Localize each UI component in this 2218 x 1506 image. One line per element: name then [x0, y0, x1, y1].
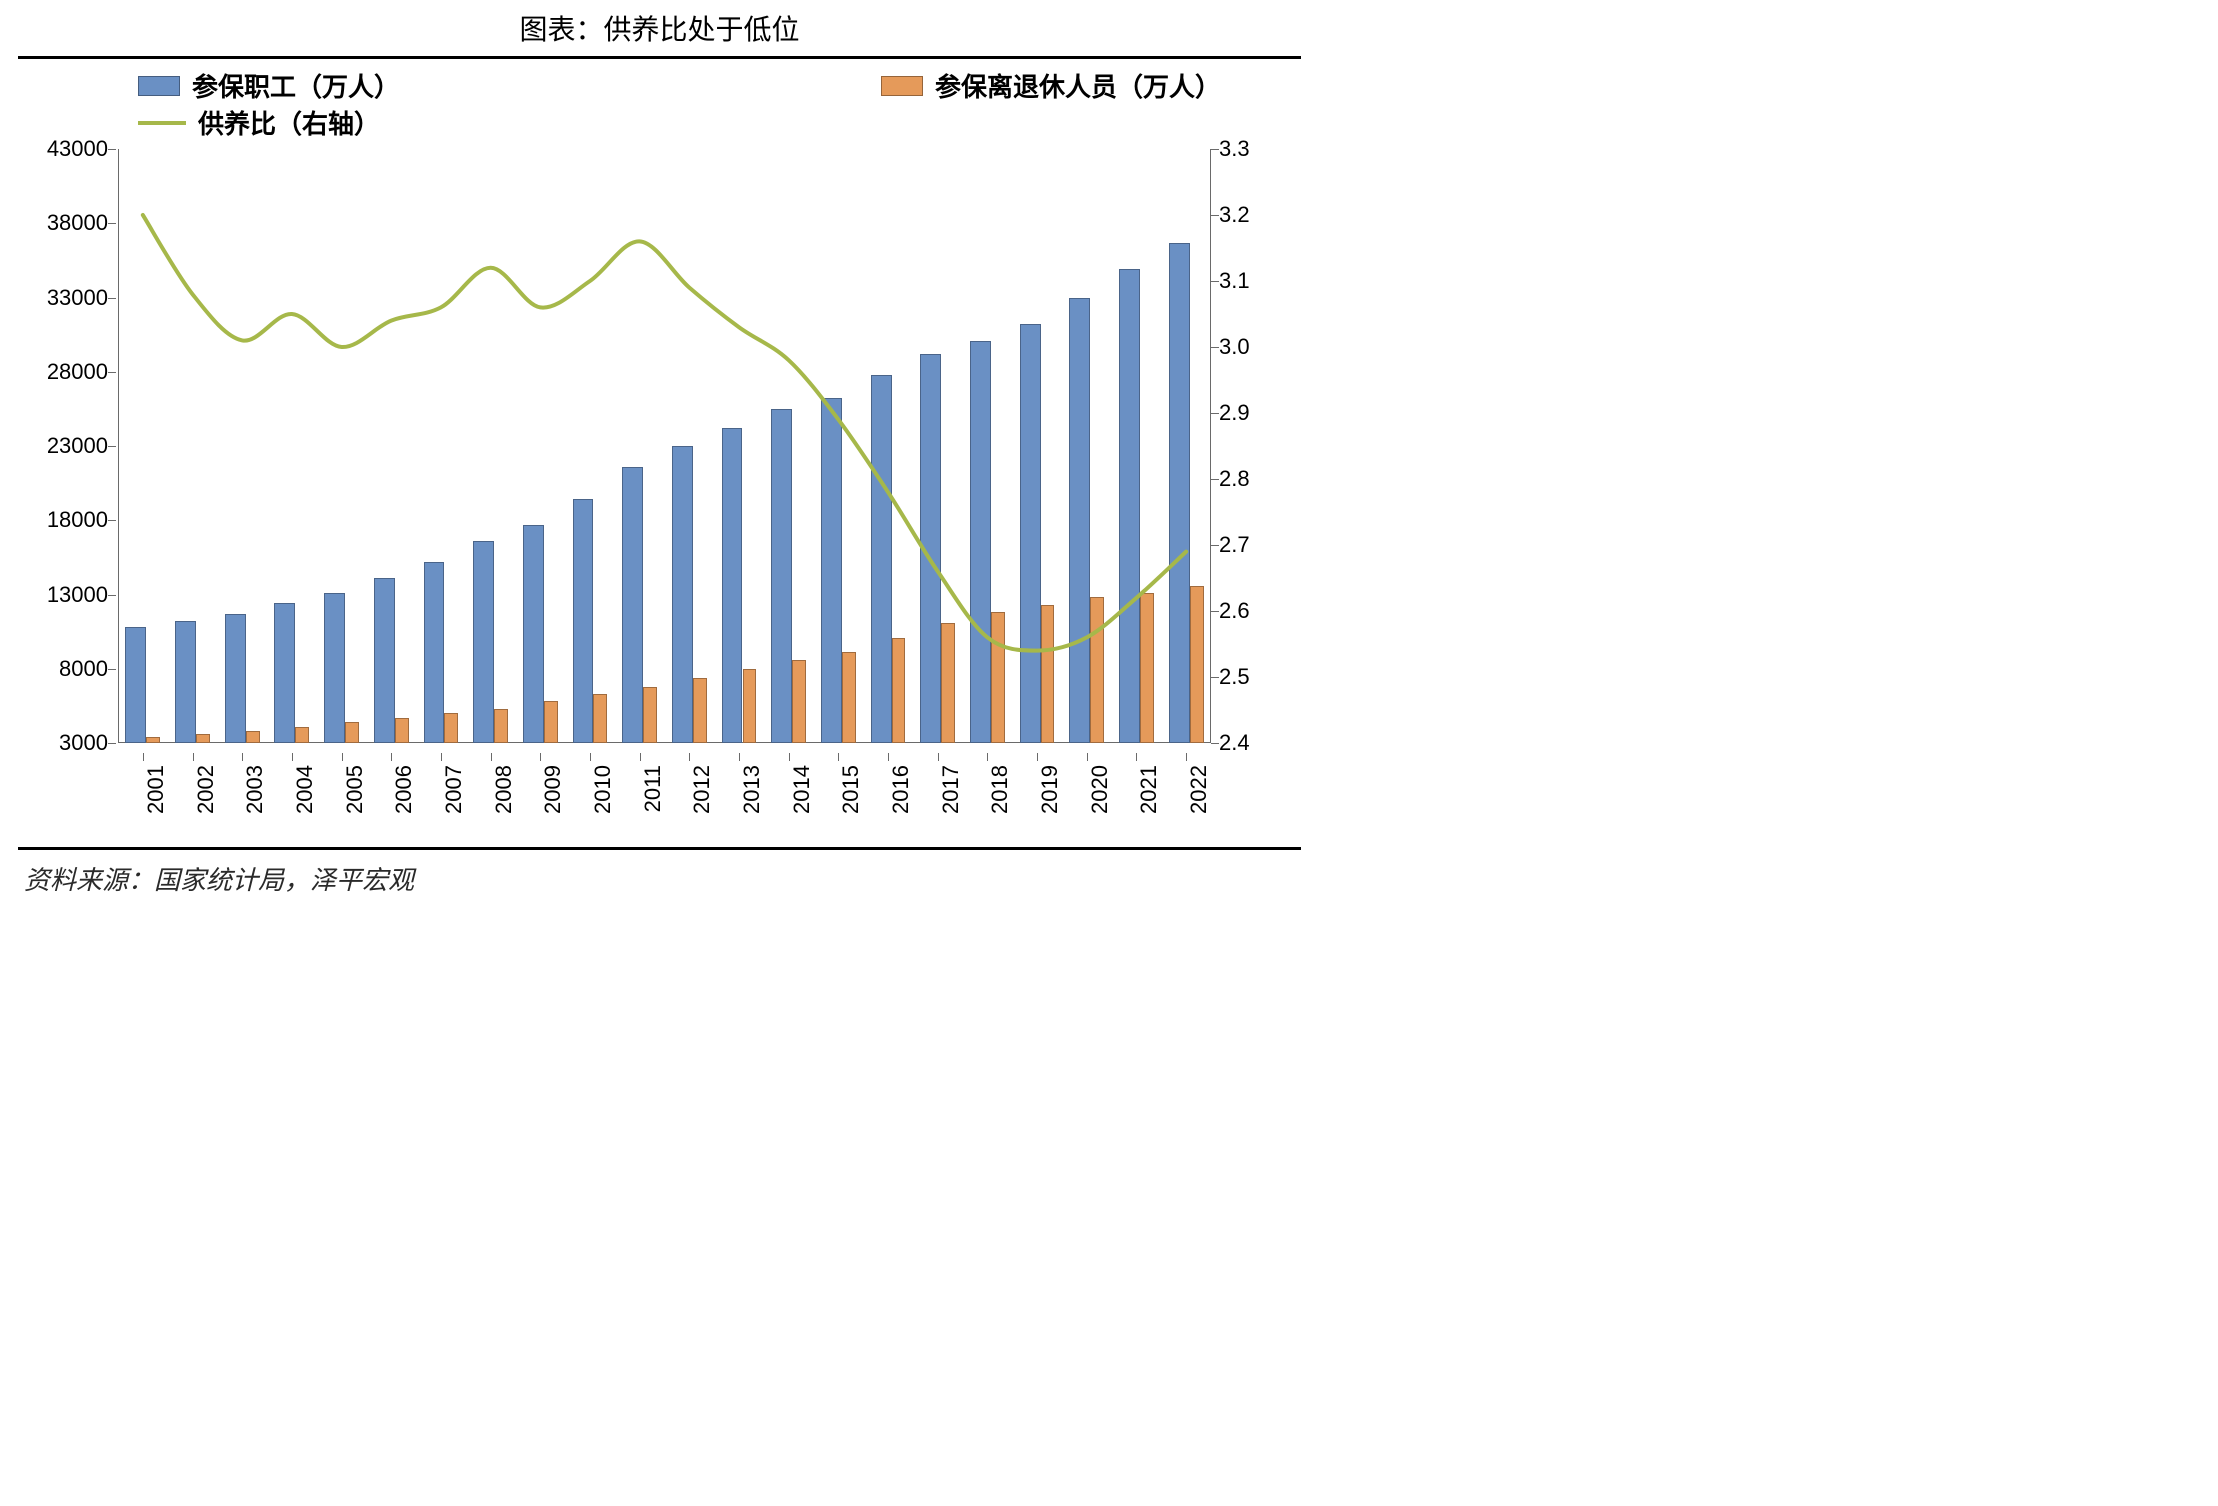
- legend-swatch-series1: [138, 76, 180, 96]
- x-tick-mark: [491, 753, 492, 761]
- x-tick-label: 2017: [938, 765, 964, 814]
- x-tick-mark: [1037, 753, 1038, 761]
- x-tick-mark: [1136, 753, 1137, 761]
- x-tick-mark: [342, 753, 343, 761]
- plot-area: [118, 149, 1211, 743]
- y-left-tick: 43000: [18, 136, 108, 162]
- x-tick-mark: [441, 753, 442, 761]
- x-tick-label: 2007: [441, 765, 467, 814]
- legend-swatch-series2: [881, 76, 923, 96]
- y-right-tick: 2.6: [1219, 598, 1309, 624]
- x-tick-label: 2002: [193, 765, 219, 814]
- x-tick-mark: [640, 753, 641, 761]
- legend-item-series2: 参保离退休人员（万人）: [881, 67, 1221, 104]
- x-tick-label: 2021: [1136, 765, 1162, 814]
- x-tick-label: 2008: [491, 765, 517, 814]
- x-axis: 2001 2002 2003 2004 2005 2006 2007 2008 2009 2010…: [118, 753, 1211, 843]
- title-divider: [18, 56, 1301, 59]
- y-left-tick: 23000: [18, 433, 108, 459]
- legend: 参保职工（万人） 参保离退休人员（万人） 供养比（右轴）: [138, 67, 1241, 141]
- x-tick-label: 2020: [1087, 765, 1113, 814]
- y-right-tick: 3.0: [1219, 334, 1309, 360]
- x-tick-mark: [987, 753, 988, 761]
- x-tick-mark: [391, 753, 392, 761]
- x-tick-mark: [242, 753, 243, 761]
- x-tick-mark: [888, 753, 889, 761]
- chart-title: 图表：供养比处于低位: [0, 0, 1319, 56]
- x-tick-label: 2003: [242, 765, 268, 814]
- y-right-tick: 3.2: [1219, 202, 1309, 228]
- x-tick-mark: [938, 753, 939, 761]
- x-tick-label: 2010: [590, 765, 616, 814]
- x-tick-label: 2013: [739, 765, 765, 814]
- x-tick-label: 2014: [789, 765, 815, 814]
- y-left-tick: 13000: [18, 582, 108, 608]
- y-left-tick: 33000: [18, 285, 108, 311]
- x-tick-label: 2004: [292, 765, 318, 814]
- y-left-tick: 8000: [18, 656, 108, 682]
- x-tick-label: 2012: [689, 765, 715, 814]
- x-tick-label: 2022: [1186, 765, 1212, 814]
- line-series3: [143, 215, 1186, 651]
- x-tick-label: 2011: [640, 765, 666, 812]
- y-axis-left: 3000800013000180002300028000330003800043…: [18, 149, 108, 743]
- y-right-tick: 3.3: [1219, 136, 1309, 162]
- y-axis-right: 2.42.52.62.72.82.93.03.13.23.3: [1211, 149, 1301, 743]
- x-tick-label: 2006: [391, 765, 417, 814]
- y-left-tick: 38000: [18, 210, 108, 236]
- y-left-tick: 28000: [18, 359, 108, 385]
- y-right-tick: 2.4: [1219, 730, 1309, 756]
- x-tick-label: 2001: [143, 765, 169, 814]
- legend-label-series2: 参保离退休人员（万人）: [935, 67, 1221, 104]
- x-tick-label: 2015: [838, 765, 864, 814]
- y-right-tick: 2.7: [1219, 532, 1309, 558]
- x-tick-mark: [292, 753, 293, 761]
- y-right-tick: 2.9: [1219, 400, 1309, 426]
- y-right-tick: 2.8: [1219, 466, 1309, 492]
- x-tick-mark: [739, 753, 740, 761]
- source-text: 资料来源：国家统计局，泽平宏观: [0, 850, 1319, 907]
- y-left-tick: 18000: [18, 507, 108, 533]
- x-tick-mark: [143, 753, 144, 761]
- x-tick-mark: [689, 753, 690, 761]
- y-left-tick: 3000: [18, 730, 108, 756]
- y-right-tick: 3.1: [1219, 268, 1309, 294]
- line-layer: [118, 149, 1211, 743]
- legend-item-series3: 供养比（右轴）: [138, 104, 380, 141]
- x-tick-label: 2005: [342, 765, 368, 814]
- chart-area: 参保职工（万人） 参保离退休人员（万人） 供养比（右轴） 3000 8000 130…: [18, 63, 1301, 843]
- y-right-tick: 2.5: [1219, 664, 1309, 690]
- legend-label-series1: 参保职工（万人）: [192, 67, 400, 104]
- x-tick-label: 2018: [987, 765, 1013, 814]
- x-tick-label: 2009: [540, 765, 566, 814]
- legend-label-series3: 供养比（右轴）: [198, 104, 380, 141]
- x-tick-mark: [1087, 753, 1088, 761]
- x-tick-mark: [838, 753, 839, 761]
- x-tick-label: 2019: [1037, 765, 1063, 814]
- x-tick-mark: [789, 753, 790, 761]
- legend-item-series1: 参保职工（万人）: [138, 67, 400, 104]
- x-tick-label: 2016: [888, 765, 914, 814]
- x-tick-mark: [540, 753, 541, 761]
- x-tick-mark: [1186, 753, 1187, 761]
- x-tick-mark: [590, 753, 591, 761]
- legend-swatch-series3: [138, 121, 186, 125]
- x-tick-mark: [193, 753, 194, 761]
